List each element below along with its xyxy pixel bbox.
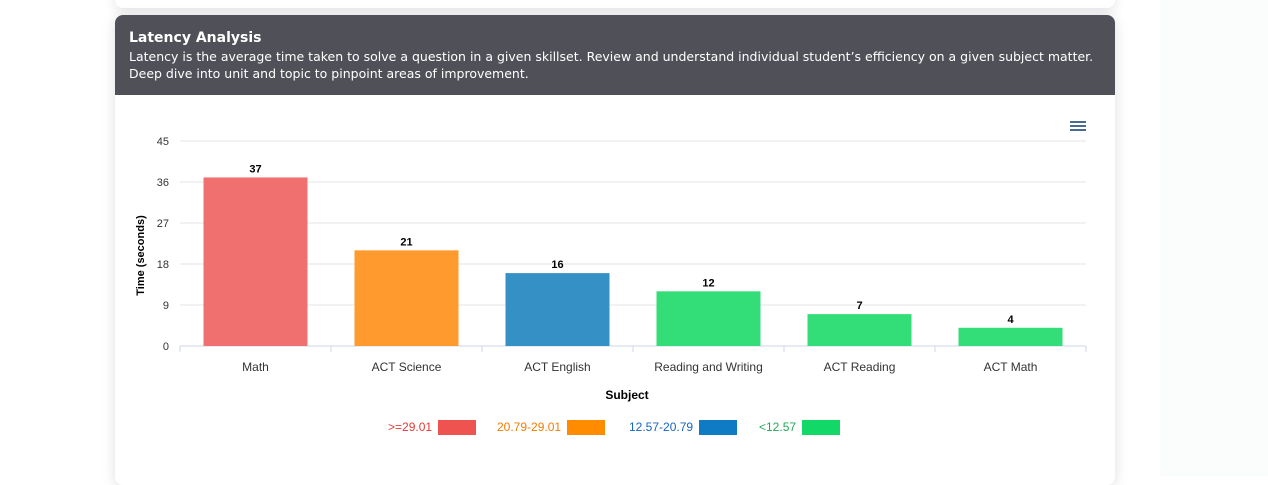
data-label: 4 [1007, 314, 1014, 326]
legend-swatch [438, 419, 477, 435]
y-tick-label: 45 [157, 136, 169, 148]
legend-item-low[interactable]: <12.57 [759, 419, 841, 435]
bar [354, 250, 459, 346]
y-tick-label: 0 [163, 341, 169, 353]
legend-swatch [567, 419, 606, 435]
y-tick-label: 36 [157, 177, 169, 189]
legend-label: 20.79-29.01 [497, 420, 562, 434]
data-label: 21 [400, 236, 412, 248]
legend-item-medium[interactable]: 12.57-20.79 [629, 419, 738, 435]
chart-legend: >=29.01 20.79-29.01 12.57-20.79 <12.57 [115, 419, 1115, 437]
y-tick-label: 18 [157, 259, 169, 271]
y-axis-title: Time (seconds) [135, 215, 147, 296]
y-tick-label: 27 [157, 218, 169, 230]
hamburger-menu-icon[interactable] [1070, 121, 1086, 133]
data-label: 16 [551, 259, 563, 271]
card-description-line-2: Deep dive into unit and topic to pinpoin… [129, 66, 529, 81]
x-tick-label: Math [242, 360, 269, 374]
card-header: Latency Analysis Latency is the average … [115, 15, 1115, 95]
x-tick-label: ACT Reading [824, 360, 896, 374]
legend-label: 12.57-20.79 [629, 420, 694, 434]
bar [656, 291, 761, 346]
x-tick-label: Reading and Writing [654, 360, 763, 374]
data-label: 37 [249, 163, 261, 175]
x-axis-title: Subject [605, 388, 648, 402]
data-label: 7 [856, 300, 862, 312]
background-strip [1160, 0, 1268, 476]
legend-item-high[interactable]: >=29.01 [388, 419, 477, 435]
legend-swatch [802, 419, 841, 435]
x-tick-label: ACT Math [984, 360, 1038, 374]
y-tick-label: 9 [163, 300, 169, 312]
legend-label: <12.57 [759, 420, 797, 434]
card-description-line-1: Latency is the average time taken to sol… [129, 49, 1094, 64]
data-label: 12 [702, 277, 714, 289]
bar [505, 273, 610, 346]
bar [807, 314, 912, 346]
latency-analysis-card: Latency Analysis Latency is the average … [115, 15, 1115, 485]
card-title: Latency Analysis [129, 30, 262, 46]
previous-card-bottom [115, 0, 1115, 8]
legend-item-medium-high[interactable]: 20.79-29.01 [497, 419, 606, 435]
legend-label: >=29.01 [388, 420, 433, 434]
x-tick-label: ACT Science [372, 360, 442, 374]
legend-swatch [699, 419, 738, 435]
latency-bar-chart: 0 9 18 27 36 45 37 Math 21 ACT Science 16 ACT Engli… [135, 136, 1087, 402]
bar [958, 327, 1063, 346]
x-tick-label: ACT English [524, 360, 590, 374]
bar [203, 177, 308, 346]
